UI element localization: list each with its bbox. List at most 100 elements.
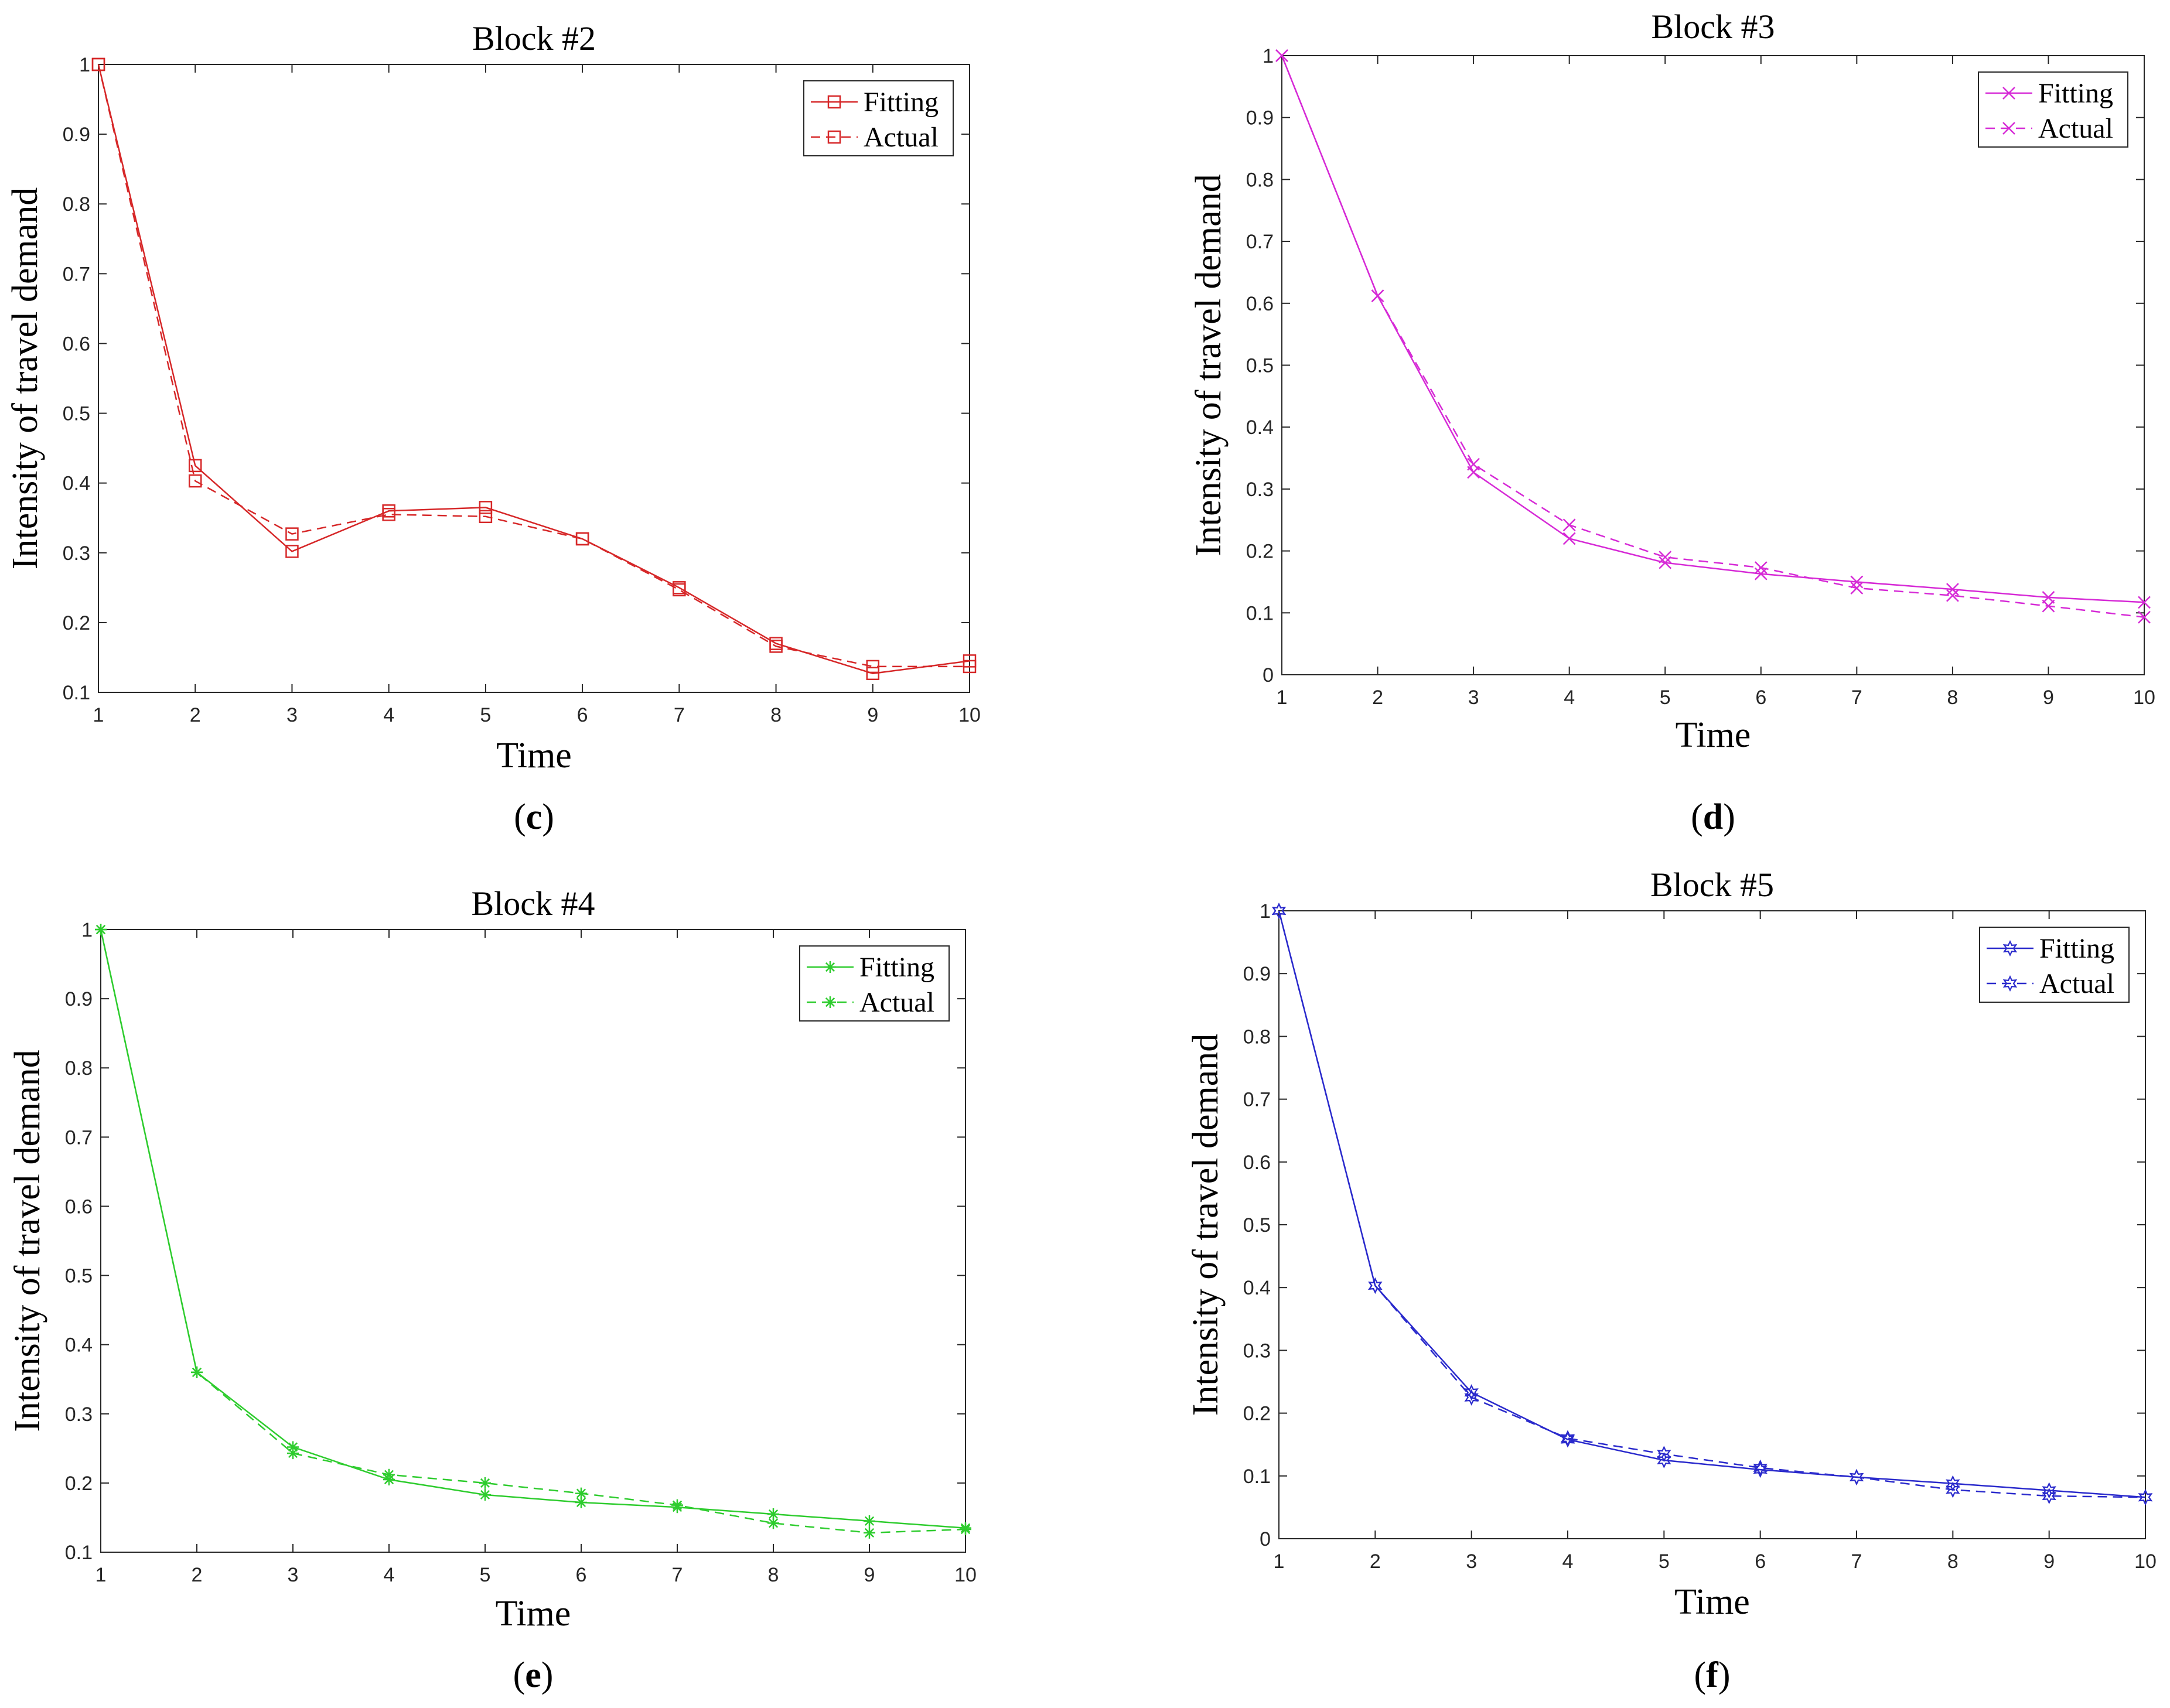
- y-tick-label: 0.3: [1246, 479, 1274, 501]
- y-tick-label: 0.6: [1246, 293, 1274, 315]
- panel-caption: (e): [513, 1655, 554, 1695]
- data-point-actual: [479, 1477, 491, 1489]
- legend: Fitting Actual: [799, 945, 950, 1022]
- y-tick-label: 0.4: [65, 1334, 93, 1357]
- data-point-fitting: [866, 667, 880, 681]
- data-point-actual: [1850, 582, 1864, 595]
- y-tick-label: 0.6: [65, 1195, 93, 1218]
- y-tick-label: 0.4: [1243, 1277, 1271, 1299]
- data-point-actual: [960, 1523, 971, 1536]
- data-point-actual: [188, 474, 202, 488]
- data-point-actual: [575, 1487, 587, 1499]
- legend-label-actual: Actual: [2039, 968, 2114, 999]
- legend-marker-actual: [2002, 122, 2015, 135]
- y-tick-label: 0.3: [63, 542, 90, 565]
- y-tick-label: 0.7: [65, 1126, 93, 1149]
- legend-marker-fitting: [2002, 940, 2018, 957]
- y-tick-label: 0.3: [65, 1403, 93, 1426]
- data-point-fitting: [1464, 1384, 1479, 1401]
- y-tick-label: 0.9: [1246, 107, 1274, 129]
- data-point-actual: [2138, 610, 2151, 624]
- data-point-actual: [673, 583, 686, 597]
- y-tick-label: 0.3: [1243, 1340, 1271, 1362]
- panel-caption-letter: f: [1706, 1655, 1719, 1695]
- x-tick-label: 6: [1755, 686, 1766, 709]
- series-line-actual: [1281, 55, 2145, 618]
- y-tick-label: 0.6: [1243, 1152, 1271, 1174]
- data-point-fitting: [479, 501, 493, 514]
- data-point-actual: [191, 1366, 203, 1378]
- legend-marker-fitting: [827, 95, 841, 109]
- data-point-fitting: [287, 1441, 299, 1453]
- data-point-actual: [285, 527, 299, 541]
- panel-caption: (c): [514, 797, 554, 837]
- panel-caption-letter: e: [525, 1655, 541, 1695]
- data-point-actual: [866, 660, 880, 674]
- y-tick-label: 0.2: [1246, 541, 1274, 563]
- chart-title: Block #4: [471, 884, 595, 923]
- y-tick-label: 0.9: [65, 988, 93, 1010]
- x-tick-label: 1: [93, 704, 104, 726]
- legend-box: [799, 945, 950, 1022]
- chart-title: Block #3: [1651, 8, 1775, 46]
- data-point-actual: [1659, 551, 1672, 564]
- data-point-actual: [769, 640, 783, 653]
- x-tick-label: 3: [1466, 1550, 1477, 1573]
- data-point-actual: [1368, 1277, 1383, 1294]
- data-point-fitting: [285, 545, 299, 558]
- data-point-actual: [1562, 518, 1576, 532]
- y-tick-label: 0.9: [1243, 963, 1271, 985]
- data-point-fitting: [1659, 556, 1672, 569]
- x-tick-label: 7: [674, 704, 685, 726]
- data-point-actual: [95, 924, 107, 935]
- x-axis-label: Time: [1676, 715, 1751, 755]
- x-tick-label: 2: [190, 704, 201, 726]
- x-tick-label: 1: [1277, 686, 1288, 709]
- chart-panel-d: 1 2 3 4 5 6 7 8 9 10 0 0.1 0.2 0.3 0.4 0.5 0.6 0.7 0.8 0.9 1…: [1189, 8, 2155, 837]
- y-axis-label: Intensity of travel demand: [1186, 1034, 1226, 1416]
- plot-area: [1281, 55, 2145, 675]
- y-tick-label: 1: [81, 919, 93, 941]
- x-tick-label: 8: [1947, 686, 1958, 709]
- data-point-actual: [1753, 1459, 1768, 1476]
- x-tick-label: 4: [383, 704, 394, 726]
- x-tick-label: 5: [480, 1564, 491, 1586]
- x-tick-label: 6: [1755, 1550, 1766, 1573]
- y-tick-label: 0: [1260, 1528, 1271, 1550]
- series-line-actual: [97, 64, 970, 668]
- y-tick-label: 0.8: [1246, 169, 1274, 191]
- y-tick-label: 0.8: [1243, 1026, 1271, 1048]
- y-tick-label: 0.5: [1246, 355, 1274, 377]
- y-tick-label: 0.8: [63, 193, 90, 216]
- x-tick-label: 1: [95, 1564, 107, 1586]
- x-tick-label: 3: [288, 1564, 299, 1586]
- y-tick-label: 0.1: [1246, 602, 1274, 624]
- data-point-actual: [479, 510, 493, 524]
- data-point-actual: [1467, 457, 1480, 471]
- legend: Fitting Actual: [803, 80, 954, 156]
- x-tick-label: 3: [286, 704, 298, 726]
- data-point-fitting: [1754, 567, 1768, 580]
- x-axis-label: Time: [1674, 1582, 1750, 1622]
- x-axis-label: Time: [496, 736, 572, 776]
- chart-panel-f: 1 2 3 4 5 6 7 8 9 10 0 0.1 0.2 0.3 0.4 0.5 0.6 0.7 0.8 0.9 1…: [1186, 866, 2157, 1695]
- y-tick-label: 1: [1263, 45, 1274, 67]
- data-point-actual: [91, 57, 105, 71]
- y-tick-label: 0.1: [65, 1542, 93, 1564]
- legend-label-fitting: Fitting: [2038, 78, 2113, 109]
- data-point-fitting: [479, 1488, 491, 1501]
- series-line-actual: [1278, 910, 2146, 1498]
- series-line-fitting: [1278, 910, 2146, 1498]
- legend: Fitting Actual: [1978, 71, 2128, 148]
- series-line-actual: [100, 929, 966, 1534]
- y-tick-label: 0.2: [65, 1473, 93, 1495]
- panel-caption-letter: c: [526, 797, 542, 837]
- x-tick-label: 8: [770, 704, 782, 726]
- x-tick-label: 8: [1947, 1550, 1959, 1573]
- legend: Fitting Actual: [1979, 927, 2130, 1003]
- data-point-actual: [1754, 561, 1768, 575]
- legend-label-fitting: Fitting: [859, 952, 934, 983]
- x-tick-label: 9: [864, 1564, 875, 1586]
- data-point-fitting: [767, 1508, 779, 1521]
- y-tick-label: 0.4: [63, 473, 90, 495]
